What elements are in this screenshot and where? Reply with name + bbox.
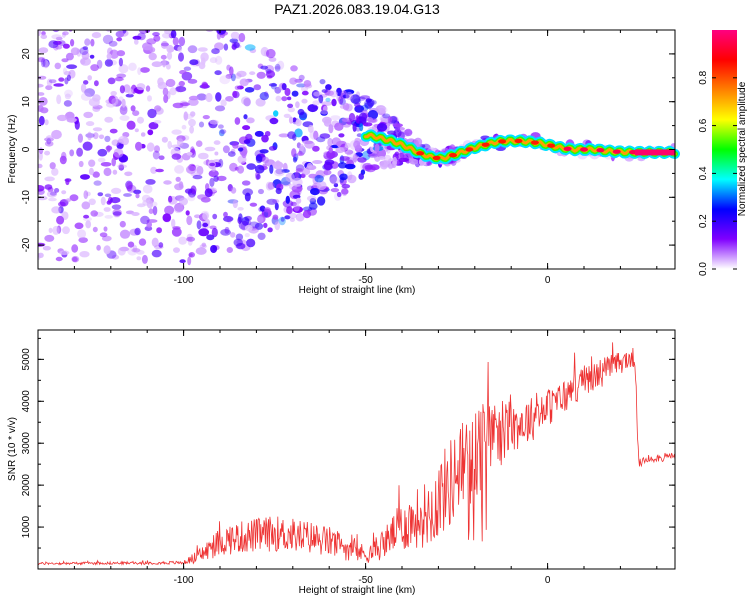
colorbar-tick-label: 0.4 [698, 166, 709, 180]
colorbar-label: Normalized spectral amplitude [737, 81, 748, 216]
spectrogram-x-tick-label: -100 [174, 275, 194, 286]
ridge-peak [514, 138, 523, 144]
spectrogram-ridge [360, 129, 680, 165]
colorbar-tick-label: 0.8 [698, 70, 709, 84]
snr-y-tick-label: 4000 [21, 390, 32, 413]
ridge-peak [465, 147, 474, 152]
ridge-peak [612, 149, 621, 154]
snr-x-axis-label: Height of straight line (km) [299, 585, 416, 596]
spectrogram-y-tick-label: 20 [21, 48, 32, 60]
ridge-peak [596, 148, 605, 153]
ridge-peak [416, 151, 425, 156]
colorbar: 0.0 0.2 0.4 0.6 0.8 Normalized spectral … [698, 30, 748, 276]
spectrogram-x-tick-label: -50 [358, 275, 373, 286]
snr-x-tick-label: 0 [545, 575, 551, 586]
ridge-peak [580, 147, 588, 152]
spectrogram-y-axis-label: Frequency (Hz) [7, 115, 18, 184]
colorbar-ticks [712, 77, 737, 270]
snr-y-tick-label: 1000 [21, 516, 32, 539]
spectrogram-x-axis-label: Height of straight line (km) [299, 285, 416, 296]
spectrogram-x-tick-label: 0 [545, 275, 551, 286]
ridge-peak [563, 146, 572, 151]
snr-panel: -100 -50 0 1000 2000 3000 4000 5000 Heig… [7, 329, 676, 596]
snr-x-tick-label: -50 [358, 575, 373, 586]
colorbar-tick-label: 0.0 [698, 262, 709, 276]
snr-series-line [37, 342, 676, 566]
colorbar-gradient [712, 30, 737, 269]
snr-ticks [37, 330, 675, 569]
snr-y-tick-label: 2000 [21, 474, 32, 497]
spectrogram-panel: -100 -50 0 -20 -10 0 10 20 Height of str… [7, 29, 680, 296]
ridge-peak [547, 143, 556, 148]
spectrogram-y-tick-label: -20 [21, 237, 32, 252]
snr-y-tick-label: 3000 [21, 432, 32, 455]
ridge-peak [530, 140, 539, 145]
spectrogram-ticks [37, 29, 675, 270]
ridge-peak [481, 142, 490, 147]
spectrogram-noise-speckle [38, 30, 675, 266]
spectrogram-y-tick-label: 10 [21, 96, 32, 108]
ridge-peak [432, 155, 441, 161]
spectrogram-y-tick-label: 0 [21, 146, 32, 152]
ridge-strong-segment [635, 149, 675, 156]
snr-y-tick-label: 5000 [21, 348, 32, 371]
chart-title: PAZ1.2026.083.19.04.G13 [274, 1, 440, 17]
ridge-peak [449, 153, 457, 158]
spectrogram-heatmap [38, 30, 680, 266]
colorbar-tick-label: 0.6 [698, 118, 709, 132]
ridge-peak [498, 139, 507, 144]
snr-frame [37, 329, 676, 570]
spectrogram-y-tick-label: -10 [21, 190, 32, 205]
snr-y-axis-label: SNR (10 * v/v) [7, 417, 18, 481]
colorbar-tick-label: 0.2 [698, 214, 709, 228]
snr-x-tick-label: -100 [174, 575, 194, 586]
